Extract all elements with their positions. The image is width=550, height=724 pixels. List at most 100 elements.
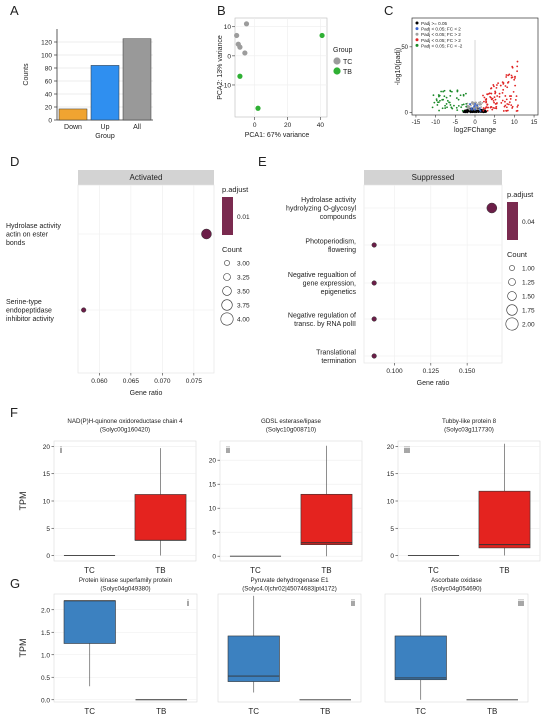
d-category-label: actin on ester — [6, 232, 49, 239]
c-point-up — [502, 88, 505, 91]
g-sub1-y-tick-label: 1.0 — [41, 652, 50, 659]
b-x-tick-label: 0 — [253, 122, 257, 129]
c-point-down — [451, 90, 453, 93]
a-y-tick-label: 60 — [45, 79, 53, 86]
a-x-tick-label: Down — [64, 124, 82, 131]
c-point-down — [438, 109, 440, 112]
e-size-legend-title: Count — [507, 250, 528, 259]
e-category-label: flowering — [328, 247, 356, 254]
c-point-ns — [485, 110, 487, 113]
c-point-down — [462, 103, 465, 106]
c-point-blue — [476, 104, 479, 107]
c-point-down — [435, 98, 438, 101]
c-point-down — [436, 104, 439, 106]
d-color-legend-title: p.adjust — [222, 185, 249, 194]
c-point-down — [465, 102, 468, 105]
c-point-up — [501, 91, 504, 94]
c-point-down — [459, 94, 462, 97]
c-point-down — [442, 98, 445, 101]
c-point-up — [492, 99, 495, 102]
panel-letter-g: G — [10, 576, 20, 591]
e-size-legend-label: 2.00 — [522, 322, 535, 329]
e-point — [371, 316, 377, 322]
c-point-down — [441, 107, 444, 110]
f-sub1-y-tick-label: 10 — [43, 499, 51, 506]
f-sub1-numeral: i — [60, 445, 62, 455]
c-point-down — [449, 89, 452, 92]
d-x-tick-label: 0.060 — [91, 378, 108, 385]
c-point-up — [506, 103, 509, 105]
c-point-up — [497, 82, 500, 85]
c-point-up — [499, 84, 502, 87]
f-sub2-y-tick-label: 15 — [209, 482, 217, 489]
f-sub2-x-tick-label: TB — [321, 566, 331, 575]
c-point-down — [440, 90, 443, 93]
c-x-tick-label: 5 — [493, 120, 497, 126]
c-point-up — [482, 109, 485, 112]
b-legend-label: TC — [343, 59, 352, 66]
c-point-up — [494, 103, 497, 105]
c-point-up — [514, 99, 517, 101]
c-point-down — [450, 106, 453, 109]
g-sub2-x-tick-label: TC — [248, 707, 259, 716]
f-sub1-box-tb — [134, 494, 187, 541]
c-y-axis-title: -log10(padj) — [395, 48, 402, 85]
e-category-label: compounds — [320, 214, 357, 221]
c-x-tick-label: -10 — [431, 120, 440, 126]
panel-letter-e: E — [258, 154, 267, 169]
c-point-up — [490, 98, 493, 101]
b-point-tb — [255, 105, 261, 111]
b-point-tc — [242, 50, 248, 56]
e-strip-label: Suppressed — [412, 173, 455, 182]
c-point-up — [495, 86, 498, 89]
c-point-up — [486, 106, 488, 109]
g-sub1-x-tick-label: TC — [84, 707, 95, 716]
c-point-down — [435, 99, 438, 102]
c-point-down — [443, 89, 446, 92]
g-sub3-title: Ascorbate oxidase — [431, 577, 482, 584]
e-category-label: Negative regulation of — [288, 312, 356, 319]
c-x-tick-label: -5 — [453, 120, 459, 126]
e-x-tick-label: 0.150 — [459, 368, 476, 375]
f-sub2-y-tick-label: 20 — [209, 458, 217, 465]
f-sub3-box-tb — [478, 490, 531, 549]
d-size-legend-title: Count — [222, 245, 243, 254]
f-sub2-y-tick-label: 5 — [212, 530, 216, 537]
c-point-up — [514, 84, 517, 87]
c-point-down — [445, 96, 448, 99]
c-point-up — [505, 76, 508, 78]
c-point-blue — [479, 110, 482, 112]
f-sub2-title: (Solyc10g008710) — [266, 427, 316, 434]
a-y-tick-label: 100 — [41, 53, 52, 60]
c-point-up — [509, 98, 512, 100]
c-point-down — [442, 90, 445, 93]
c-legend-label: Padj < 0.05; FC > 2 — [421, 32, 461, 37]
d-point — [201, 228, 212, 240]
c-point-up — [504, 104, 507, 107]
c-point-up — [517, 104, 519, 107]
c-point-up — [515, 95, 518, 97]
d-plot-frame — [77, 184, 215, 374]
c-point-ns — [482, 111, 485, 114]
c-point-ns — [480, 109, 483, 112]
f-sub3-y-tick-label: 10 — [387, 499, 395, 506]
c-point-up — [505, 74, 508, 76]
b-legend-title: Group — [333, 47, 353, 54]
c-point-down — [438, 94, 441, 97]
c-point-up — [510, 104, 513, 107]
c-x-tick-label: 15 — [531, 120, 538, 126]
e-size-legend-label: 1.25 — [522, 280, 535, 287]
d-category-label: Serine-type — [6, 299, 42, 306]
e-size-legend-key — [506, 304, 518, 316]
c-x-tick-label: 0 — [473, 120, 477, 126]
c-point-grey — [479, 101, 482, 103]
c-legend-key — [415, 21, 419, 25]
c-point-blue — [474, 103, 477, 105]
f-sub3-y-tick-label: 15 — [387, 471, 395, 478]
c-point-up — [504, 85, 507, 87]
c-legend-label: Padj < 0.05; FC < -2 — [421, 43, 463, 48]
c-point-grey — [467, 107, 470, 110]
c-point-up — [506, 86, 509, 89]
e-category-label: termination — [321, 358, 356, 365]
